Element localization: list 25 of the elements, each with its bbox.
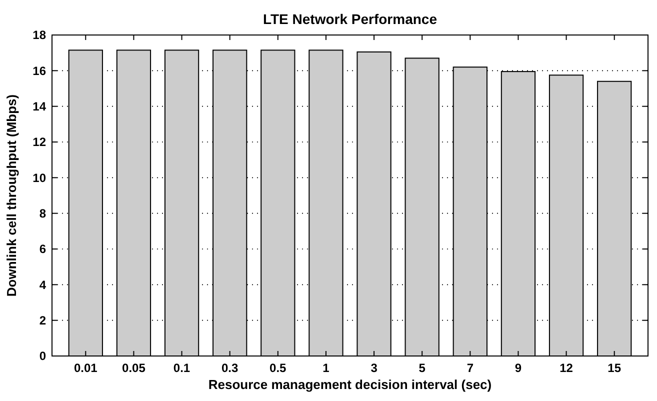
y-tick-label: 4 (39, 278, 46, 292)
x-tick-label: 0.1 (173, 361, 190, 375)
x-tick-label: 7 (466, 361, 474, 375)
x-tick-label: 0.3 (221, 361, 239, 375)
x-tick-label: 12 (560, 361, 574, 375)
y-axis-title: Downlink cell throughput (Mbps) (4, 94, 19, 297)
y-tick-label: 16 (32, 64, 46, 78)
x-axis-title: Resource management decision interval (sec) (208, 377, 492, 392)
x-tick-label: 1 (322, 361, 330, 375)
y-tick-label: 2 (39, 314, 46, 328)
chart-title: LTE Network Performance (262, 11, 438, 27)
y-tick-label: 14 (32, 100, 46, 114)
y-tick-label: 18 (32, 28, 46, 42)
y-tick-label: 0 (39, 349, 46, 364)
x-tick-label: 0.01 (74, 361, 98, 375)
y-tick-label: 12 (32, 135, 46, 150)
x-tick-label: 5 (418, 361, 426, 375)
x-tick-label: 3 (370, 361, 378, 375)
y-tick-label: 10 (32, 170, 46, 185)
x-tick-label: 15 (608, 361, 622, 375)
x-tick-label: 0.5 (270, 361, 287, 375)
y-tick-label: 6 (39, 242, 46, 256)
x-tick-label: 9 (514, 361, 522, 375)
y-tick-label: 8 (39, 206, 46, 221)
x-tick-label: 0.05 (122, 361, 146, 375)
